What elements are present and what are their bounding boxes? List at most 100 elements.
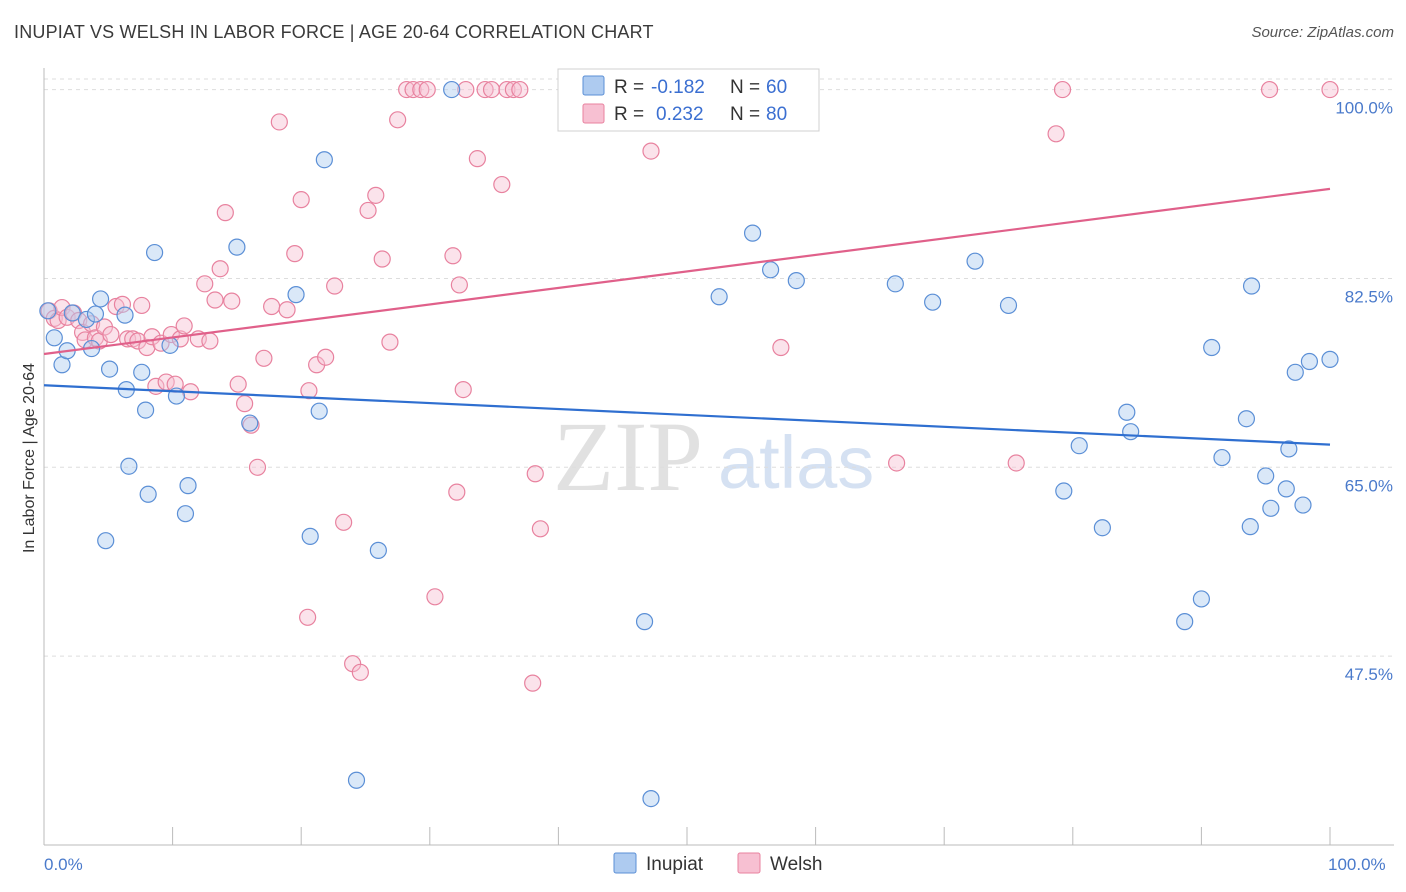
welsh-point: [326, 277, 344, 295]
inupiat-point: [136, 401, 155, 419]
inupiat-point: [1321, 350, 1339, 368]
bottom-swatch-welsh: [737, 852, 761, 874]
welsh-point: [482, 80, 501, 99]
inupiat-point: [161, 336, 179, 354]
series-legend: Inupiat Welsh: [613, 852, 822, 875]
inupiat-point: [91, 290, 110, 308]
welsh-point: [236, 395, 254, 413]
inupiat-point: [1070, 437, 1088, 455]
welsh-point: [107, 297, 125, 316]
welsh-point: [211, 260, 229, 278]
inupiat-point: [1203, 338, 1221, 357]
inupiat-point: [1262, 499, 1280, 517]
welsh-point: [102, 325, 120, 344]
inupiat-point: [787, 271, 805, 290]
inupiat-point: [886, 275, 904, 293]
inupiat-point: [635, 613, 654, 631]
welsh-point: [286, 245, 304, 263]
inupiat-points: [39, 80, 1339, 808]
welsh-point: [454, 380, 472, 399]
welsh-point: [448, 483, 466, 501]
inupiat-point: [86, 305, 105, 323]
welsh-point: [206, 291, 224, 309]
inupiat-point: [1213, 448, 1231, 467]
welsh-point: [1260, 80, 1279, 99]
welsh-point: [1321, 80, 1339, 99]
source-note: Source: ZipAtlas.com: [1251, 24, 1394, 41]
y-tick-label: 47.5%: [1345, 665, 1393, 684]
welsh-point: [255, 349, 273, 367]
welsh-trend-line: [43, 187, 1331, 356]
welsh-point: [317, 348, 335, 366]
inupiat-point: [347, 771, 366, 789]
welsh-point: [175, 317, 193, 335]
legend-r-label-inupiat: R =: [614, 77, 644, 98]
welsh-point: [351, 663, 369, 681]
y-axis-label: In Labor Force | Age 20-64: [21, 363, 38, 553]
legend-swatch-inupiat: [582, 75, 605, 96]
grid-lines: [44, 78, 1394, 657]
inupiat-point: [301, 527, 319, 545]
legend-r-value-welsh: 0.232: [656, 104, 704, 125]
inupiat-point: [642, 789, 660, 808]
welsh-point: [196, 275, 214, 293]
welsh-point: [201, 332, 219, 350]
welsh-point: [511, 80, 529, 99]
welsh-point: [335, 513, 353, 531]
trend-lines: [43, 187, 1331, 446]
welsh-point: [359, 201, 377, 220]
y-tick-label: 65.0%: [1345, 476, 1393, 495]
legend-swatch-welsh: [582, 103, 605, 124]
welsh-point: [398, 80, 416, 99]
welsh-point: [113, 295, 132, 313]
welsh-point: [389, 111, 407, 129]
inupiat-point: [1300, 352, 1319, 371]
welsh-point: [498, 80, 516, 99]
inupiat-point: [310, 402, 328, 420]
welsh-point: [412, 80, 430, 99]
welsh-point: [381, 333, 399, 351]
welsh-point: [1047, 125, 1065, 143]
stats-legend: R = -0.182 N = 60 R = 0.232 N = 80: [557, 68, 820, 132]
y-tick-labels: 47.5% 65.0% 82.5% 100.0%: [1335, 99, 1393, 685]
welsh-point: [367, 186, 385, 204]
x-tick-label-max: 100.0%: [1328, 855, 1386, 874]
inupiat-point: [710, 288, 728, 306]
inupiat-point: [1277, 480, 1295, 498]
welsh-point: [1007, 454, 1025, 472]
welsh-point: [524, 674, 542, 692]
inupiat-point: [1093, 519, 1111, 537]
welsh-point: [278, 301, 296, 319]
welsh-point: [248, 458, 267, 476]
inupiat-point: [315, 151, 333, 169]
welsh-point: [270, 113, 288, 131]
inupiat-point: [145, 243, 164, 262]
welsh-point: [476, 80, 494, 99]
inupiat-point: [743, 224, 762, 242]
inupiat-point: [45, 329, 63, 347]
welsh-point: [450, 276, 468, 294]
inupiat-point: [1055, 482, 1073, 500]
bottom-label-inupiat: Inupiat: [646, 854, 704, 875]
inupiat-point: [1280, 440, 1298, 458]
inupiat-trend-line: [43, 384, 1331, 446]
inupiat-point: [228, 238, 246, 256]
welsh-point: [373, 250, 391, 268]
inupiat-point: [1118, 403, 1136, 421]
inupiat-point: [179, 477, 197, 495]
inupiat-point: [241, 414, 259, 432]
welsh-point: [493, 175, 511, 194]
welsh-point: [292, 191, 310, 209]
welsh-point: [531, 520, 549, 538]
inupiat-point: [116, 306, 134, 324]
y-tick-label: 82.5%: [1345, 287, 1393, 306]
inupiat-point: [287, 286, 305, 304]
y-tick-label: 100.0%: [1335, 99, 1393, 118]
welsh-point: [468, 150, 486, 168]
inupiat-point: [1241, 518, 1259, 536]
inupiat-point: [133, 363, 151, 381]
welsh-point: [426, 588, 444, 606]
welsh-point: [444, 247, 462, 265]
inupiat-point: [39, 302, 57, 320]
